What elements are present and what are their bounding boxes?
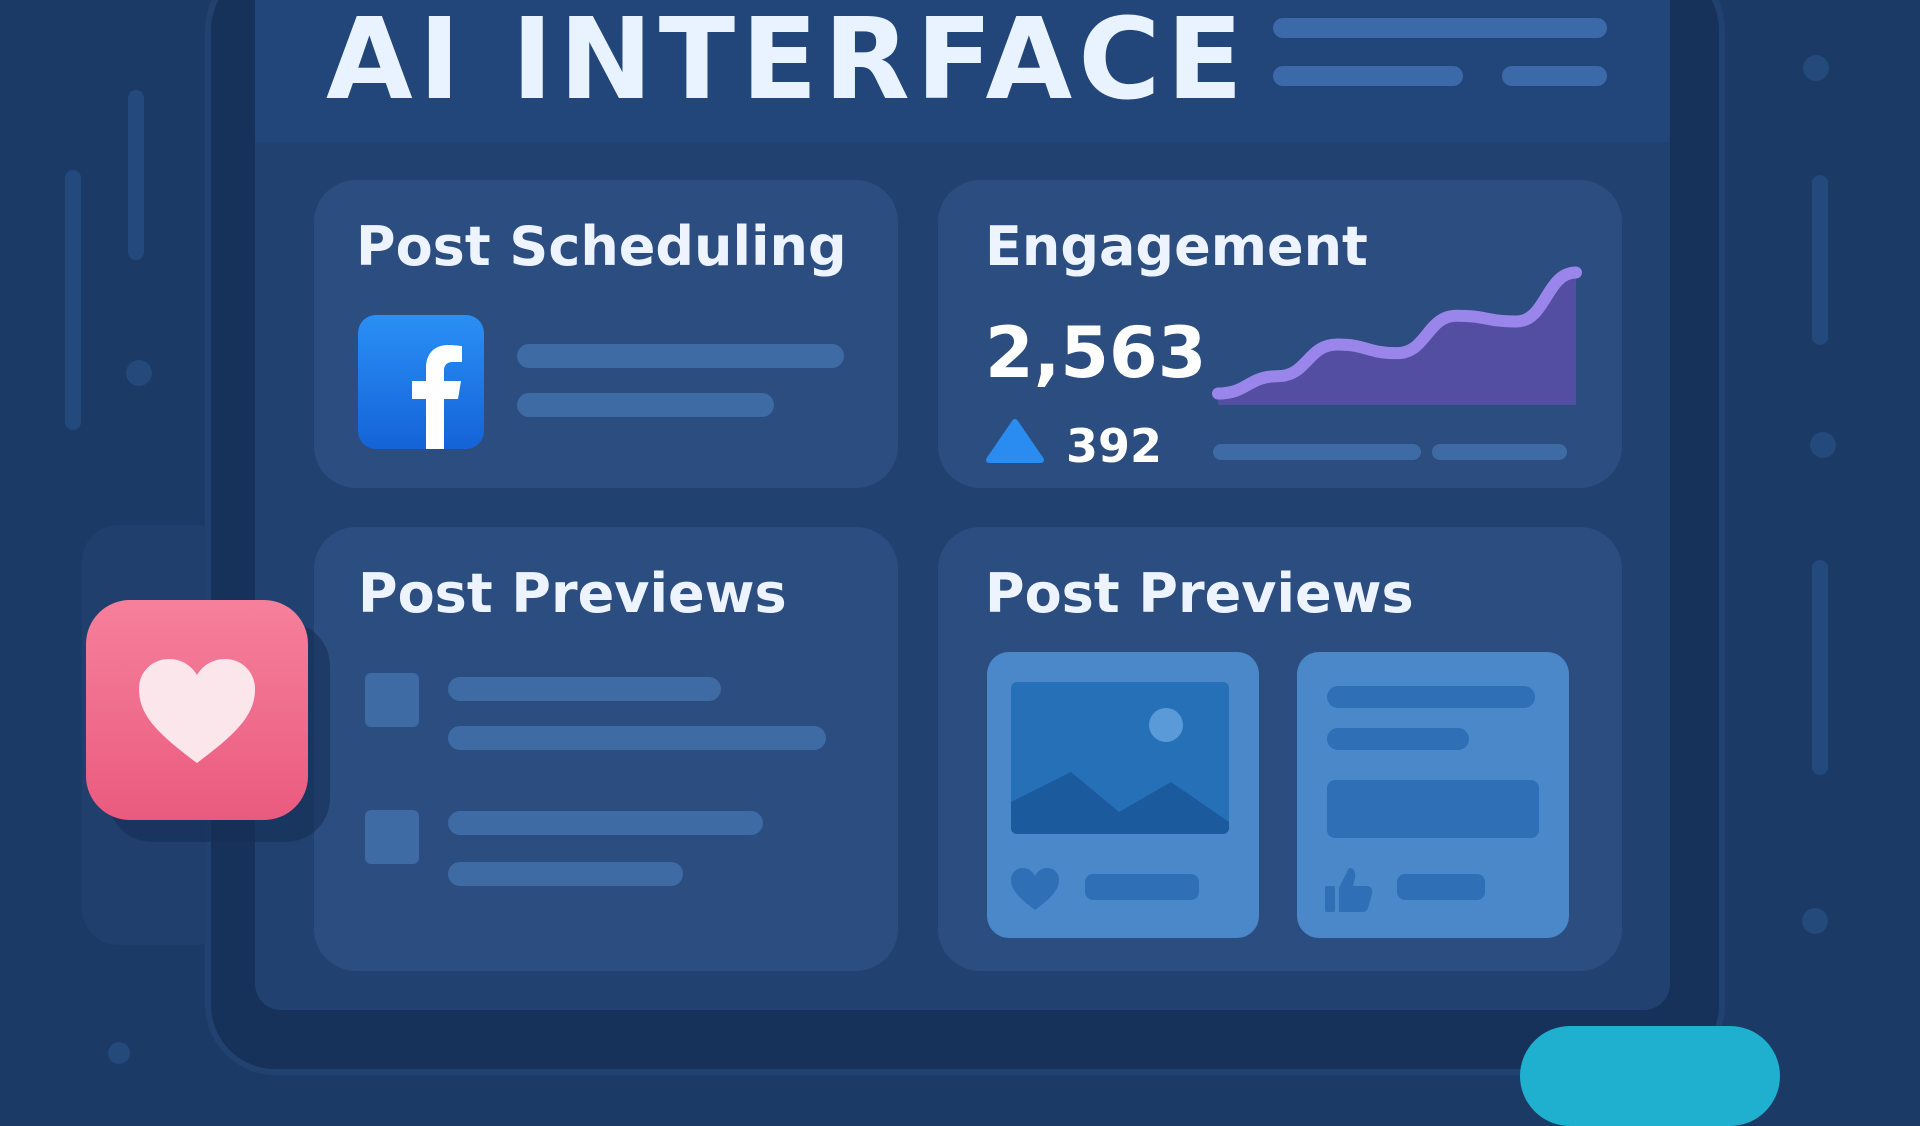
background-stripe xyxy=(65,170,81,430)
app-title: AI INTERFACE xyxy=(326,0,1249,125)
preview-text-line xyxy=(448,862,683,886)
background-dot xyxy=(126,360,152,386)
post-previews-media-title: Post Previews xyxy=(985,562,1414,625)
header-menu-line[interactable] xyxy=(1273,18,1607,38)
header-menu-line[interactable] xyxy=(1502,66,1607,86)
post-previews-list-title: Post Previews xyxy=(358,562,787,625)
preview-thumbnail[interactable] xyxy=(365,673,419,727)
floating-action-button[interactable] xyxy=(1520,1026,1780,1126)
post-text-line xyxy=(1327,728,1469,750)
post-scheduling-title: Post Scheduling xyxy=(356,215,847,278)
preview-thumbnail[interactable] xyxy=(365,810,419,864)
background-stripe xyxy=(1812,175,1828,345)
heart-icon xyxy=(139,659,255,763)
schedule-detail-line xyxy=(517,393,774,417)
image-post-preview[interactable] xyxy=(987,652,1259,938)
facebook-icon[interactable] xyxy=(358,315,484,449)
reaction-count-bar xyxy=(1397,874,1485,900)
trend-area xyxy=(1218,272,1576,405)
preview-text-line xyxy=(448,677,721,701)
engagement-title: Engagement xyxy=(985,215,1368,278)
post-text-line xyxy=(1327,686,1535,708)
schedule-detail-line xyxy=(517,344,844,368)
thumbs-up-icon[interactable] xyxy=(1323,864,1375,916)
text-post-preview[interactable] xyxy=(1297,652,1569,938)
like-app-tile[interactable] xyxy=(86,600,308,820)
heart-icon[interactable] xyxy=(1009,866,1061,914)
trend-line xyxy=(1212,266,1582,400)
background-stripe xyxy=(1812,560,1828,775)
image-icon xyxy=(1011,682,1229,834)
preview-text-line xyxy=(448,726,826,750)
triangle-up-icon xyxy=(986,419,1044,463)
chart-legend-line xyxy=(1213,444,1421,460)
engagement-total: 2,563 xyxy=(985,312,1207,394)
chart-legend-line xyxy=(1432,444,1567,460)
reaction-count-bar xyxy=(1085,874,1199,900)
background-dot xyxy=(1810,432,1836,458)
background-stripe xyxy=(128,90,144,260)
post-body-block xyxy=(1327,780,1539,838)
background-dot xyxy=(108,1042,130,1064)
engagement-delta: 392 xyxy=(1066,419,1163,473)
background-dot xyxy=(1802,908,1828,934)
background-dot xyxy=(1803,55,1829,81)
preview-text-line xyxy=(448,811,763,835)
engagement-trend-chart xyxy=(1212,266,1582,405)
header-menu-line[interactable] xyxy=(1273,66,1463,86)
